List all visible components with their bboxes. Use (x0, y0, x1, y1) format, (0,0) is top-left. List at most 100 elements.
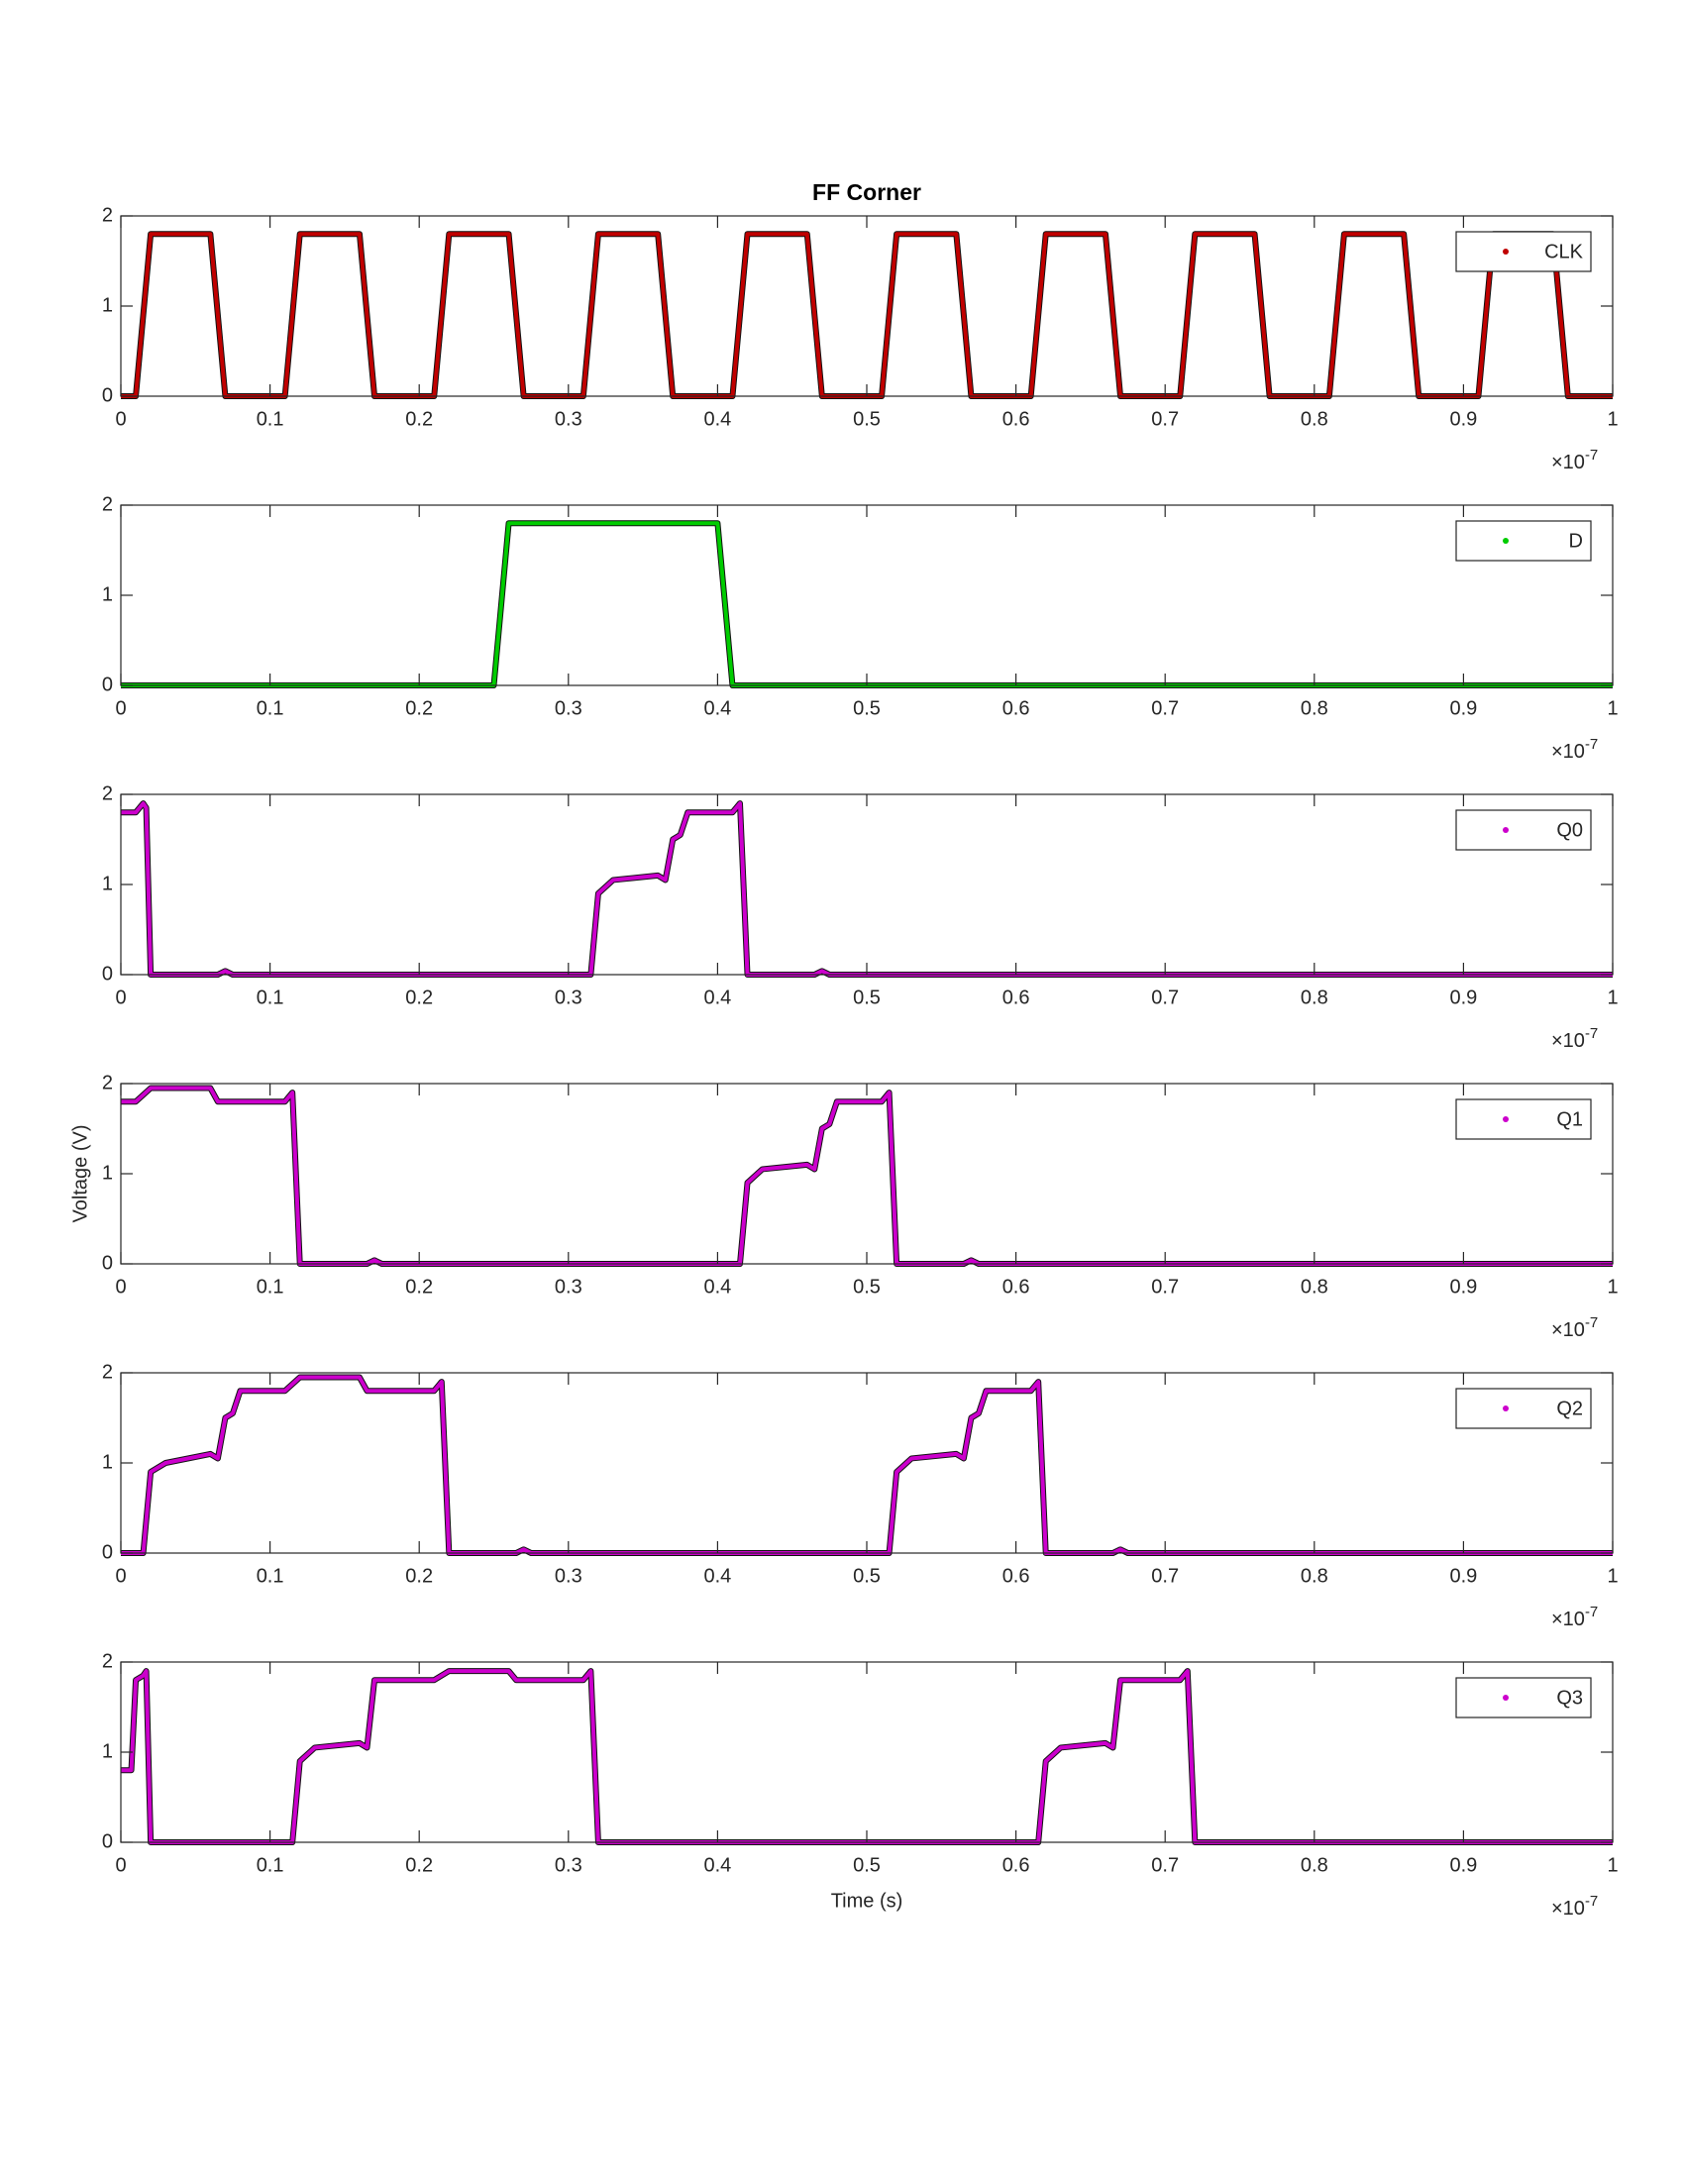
y-tick-label: 0 (102, 1830, 113, 1852)
x-tick-label: 0.9 (1449, 1565, 1477, 1587)
x-exponent: ×10-7 (1551, 1893, 1598, 1920)
x-tick-label: 0.4 (703, 987, 731, 1008)
y-tick-label: 2 (102, 1072, 113, 1093)
x-tick-label: 0.3 (555, 987, 582, 1008)
y-tick-label: 2 (102, 493, 113, 515)
x-tick-label: 1 (1607, 1276, 1618, 1298)
x-tick-label: 0.9 (1449, 408, 1477, 430)
y-tick-label: 0 (102, 384, 113, 406)
x-tick-label: 1 (1607, 987, 1618, 1008)
x-multiplier: ×10 (1551, 1609, 1585, 1630)
x-tick-label: 0.1 (257, 1854, 284, 1876)
x-tick-label: 0.2 (405, 1565, 433, 1587)
x-tick-label: 0.9 (1449, 697, 1477, 719)
x-tick-label: 0.5 (853, 1565, 881, 1587)
x-tick-label: 0.6 (1002, 408, 1030, 430)
x-tick-label: 0.9 (1449, 987, 1477, 1008)
plot-area (121, 505, 1613, 685)
x-tick-label: 0.9 (1449, 1854, 1477, 1876)
x-tick-label: 0.3 (555, 408, 582, 430)
y-tick-label: 0 (102, 963, 113, 985)
x-exponent: ×10-7 (1551, 736, 1598, 763)
y-tick-label: 1 (102, 873, 113, 894)
x-axis-label: Time (s) (831, 1890, 903, 1912)
y-tick-label: 2 (102, 1361, 113, 1383)
x-tick-label: 0.6 (1002, 1565, 1030, 1587)
x-tick-label: 1 (1607, 1854, 1618, 1876)
x-exponent-power: -7 (1585, 1893, 1598, 1910)
legend-label: Q3 (1556, 1687, 1583, 1709)
x-tick-label: 0.6 (1002, 1276, 1030, 1298)
x-tick-label: 0.7 (1151, 697, 1179, 719)
x-tick-label: 1 (1607, 408, 1618, 430)
legend-box (1455, 809, 1592, 851)
y-tick-label: 1 (102, 1740, 113, 1762)
x-tick-label: 0.3 (555, 697, 582, 719)
legend-label: CLK (1544, 241, 1584, 262)
plot-area (121, 1373, 1613, 1553)
legend-label: Q2 (1556, 1398, 1583, 1419)
y-axis-label: Voltage (V) (69, 1125, 91, 1223)
x-exponent-power: -7 (1585, 1604, 1598, 1620)
x-tick-label: 0 (115, 987, 126, 1008)
legend-box (1455, 1098, 1592, 1140)
legend-label: D (1569, 530, 1583, 552)
plot-area (121, 794, 1613, 975)
y-tick-label: 1 (102, 1162, 113, 1184)
x-tick-label: 0.8 (1301, 697, 1328, 719)
x-tick-label: 0.5 (853, 987, 881, 1008)
x-tick-label: 0.4 (703, 408, 731, 430)
x-tick-label: 0.7 (1151, 408, 1179, 430)
x-tick-label: 0 (115, 1565, 126, 1587)
y-tick-label: 0 (102, 1252, 113, 1274)
x-exponent-power: -7 (1585, 447, 1598, 464)
x-tick-label: 0 (115, 1854, 126, 1876)
x-tick-label: 0.3 (555, 1854, 582, 1876)
series-line (121, 1375, 1613, 1555)
x-tick-label: 0.8 (1301, 408, 1328, 430)
x-multiplier: ×10 (1551, 452, 1585, 473)
x-exponent-power: -7 (1585, 736, 1598, 753)
x-exponent: ×10-7 (1551, 1025, 1598, 1052)
x-tick-label: 0.2 (405, 987, 433, 1008)
x-exponent-power: -7 (1585, 1314, 1598, 1331)
x-tick-label: 0.6 (1002, 1854, 1030, 1876)
x-tick-label: 0.4 (703, 1276, 731, 1298)
y-tick-label: 0 (102, 674, 113, 695)
legend-marker (1503, 538, 1509, 544)
series-line (121, 1669, 1613, 1844)
y-tick-label: 2 (102, 782, 113, 804)
x-multiplier: ×10 (1551, 1319, 1585, 1341)
x-tick-label: 0.2 (405, 1854, 433, 1876)
y-tick-label: 2 (102, 204, 113, 226)
x-tick-label: 0.5 (853, 1276, 881, 1298)
x-exponent-power: -7 (1585, 1025, 1598, 1042)
x-tick-label: 0.7 (1151, 1565, 1179, 1587)
y-tick-label: 1 (102, 583, 113, 605)
x-tick-label: 0.4 (703, 697, 731, 719)
x-tick-label: 1 (1607, 1565, 1618, 1587)
x-tick-label: 0 (115, 408, 126, 430)
x-tick-label: 0.5 (853, 1854, 881, 1876)
legend-marker (1503, 827, 1509, 833)
plot-area (121, 216, 1613, 396)
plot-area (121, 1662, 1613, 1842)
x-tick-label: 0.1 (257, 697, 284, 719)
x-tick-label: 0.2 (405, 697, 433, 719)
x-tick-label: 0.1 (257, 987, 284, 1008)
x-tick-label: 0.6 (1002, 697, 1030, 719)
x-tick-label: 0.4 (703, 1854, 731, 1876)
x-exponent: ×10-7 (1551, 447, 1598, 473)
x-multiplier: ×10 (1551, 1030, 1585, 1052)
x-tick-label: 0.3 (555, 1276, 582, 1298)
x-tick-label: 0.5 (853, 408, 881, 430)
x-tick-label: 1 (1607, 697, 1618, 719)
legend-marker (1503, 1695, 1509, 1701)
x-tick-label: 0.1 (257, 408, 284, 430)
x-tick-label: 0.5 (853, 697, 881, 719)
y-tick-label: 1 (102, 1451, 113, 1473)
x-tick-label: 0.4 (703, 1565, 731, 1587)
chart-title: FF Corner (812, 179, 921, 205)
x-tick-label: 0.8 (1301, 987, 1328, 1008)
